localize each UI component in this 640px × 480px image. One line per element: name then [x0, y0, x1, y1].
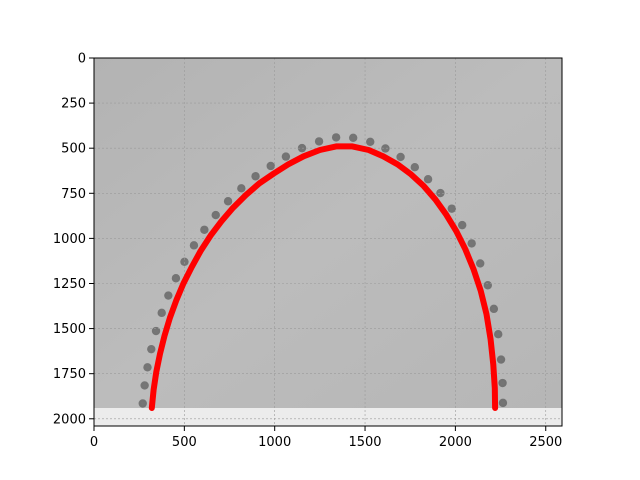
texture-bead-core: [191, 243, 196, 248]
texture-bead-core: [226, 199, 231, 204]
texture-bead-core: [140, 401, 145, 406]
series-red-curve: [148, 143, 499, 411]
texture-bead-core: [253, 174, 258, 179]
texture-bead-core: [491, 306, 496, 311]
y-tick-label: 0: [78, 52, 86, 67]
texture-bead-core: [145, 365, 150, 370]
y-tick-label: 1000: [53, 232, 86, 247]
grid-lines: [94, 58, 562, 426]
x-tick-label: 2000: [439, 435, 472, 450]
background-image: [94, 58, 562, 408]
texture-bead-core: [159, 310, 164, 315]
axes-frame: [93, 57, 563, 427]
texture-bead-core: [173, 276, 178, 281]
x-tick-label: 500: [172, 435, 197, 450]
texture-bead-core: [268, 163, 273, 168]
y-tick-label: 2000: [53, 412, 86, 427]
texture-bead-core: [438, 191, 443, 196]
texture-bead-core: [239, 186, 244, 191]
texture-bead-core: [383, 146, 388, 151]
texture-bead-core: [499, 357, 504, 362]
texture-bead-core: [426, 177, 431, 182]
y-tick-label: 750: [61, 187, 86, 202]
texture-bead-core: [398, 154, 403, 159]
texture-bead-core: [460, 223, 465, 228]
texture-bead-core: [202, 227, 207, 232]
y-tick-label: 1750: [53, 367, 86, 382]
texture-bead-core: [368, 139, 373, 144]
background-image-bottom-strip: [94, 408, 562, 426]
texture-bead-core: [496, 332, 501, 337]
background-image-texture: [138, 133, 508, 408]
y-tick-label: 250: [61, 97, 86, 112]
plot-area: [94, 58, 562, 426]
texture-bead-core: [449, 206, 454, 211]
texture-bead-core: [351, 135, 356, 140]
texture-bead-core: [500, 381, 505, 386]
texture-bead-core: [412, 165, 417, 170]
texture-bead-core: [317, 139, 322, 144]
texture-bead-core: [149, 347, 154, 352]
texture-bead-core: [500, 400, 505, 405]
texture-bead-core: [469, 241, 474, 246]
x-tick-label: 1500: [348, 435, 381, 450]
texture-bead-core: [334, 135, 339, 140]
texture-bead-core: [182, 259, 187, 264]
x-tick-label: 1000: [258, 435, 291, 450]
texture-bead-core: [478, 261, 483, 266]
y-tick-label: 1250: [53, 277, 86, 292]
x-axis: 0 500 1000 1500 2000 2500: [90, 426, 562, 450]
y-tick-label: 500: [61, 142, 86, 157]
texture-bead-core: [142, 383, 147, 388]
texture-bead-core: [485, 283, 490, 288]
texture-bead-core: [166, 293, 171, 298]
x-tick-label: 0: [90, 435, 98, 450]
y-axis: 0 250 500 750 1000 1250 1500 1750 2000: [53, 52, 94, 427]
texture-bead-core: [283, 154, 288, 159]
texture-bead-core: [154, 329, 159, 334]
texture-bead-core: [213, 213, 218, 218]
y-tick-label: 1500: [53, 322, 86, 337]
x-tick-label: 2500: [529, 435, 562, 450]
